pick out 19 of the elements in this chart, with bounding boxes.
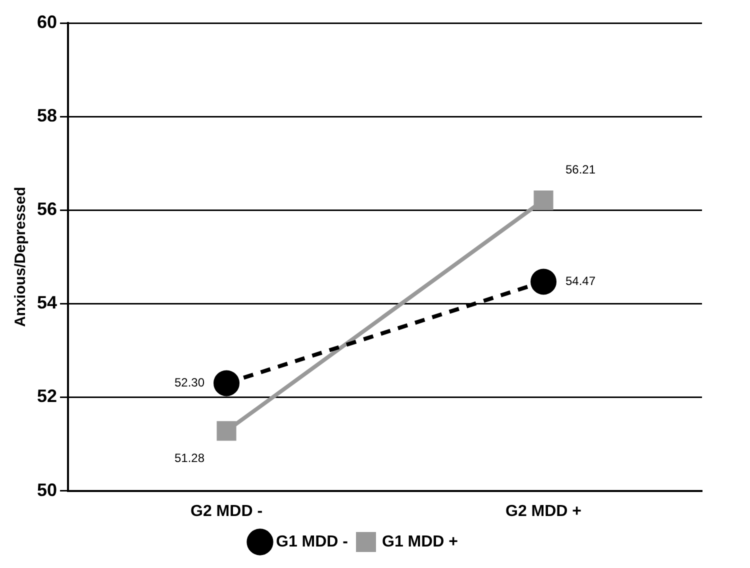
y-tick-label: 54	[36, 292, 58, 313]
point	[214, 370, 240, 396]
legend-label: G1 MDD -	[276, 533, 348, 550]
y-tick-label: 60	[36, 12, 58, 32]
y-tick-label: 56	[36, 199, 58, 220]
data-label: 56.21	[566, 162, 596, 177]
data-label: 51.28	[174, 451, 205, 466]
point	[534, 190, 554, 210]
y-tick-label: 50	[36, 480, 58, 500]
x-tick-label: G2 MDD -	[190, 502, 263, 520]
point	[216, 421, 236, 441]
y-tick-label: 52	[36, 386, 58, 406]
y-axis-title: Anxious/Depressed	[12, 186, 30, 327]
data-label: 52.30	[174, 376, 205, 390]
point	[530, 268, 557, 295]
data-label: 54.47	[566, 274, 596, 288]
x-tick-label: G2 MDD +	[506, 502, 582, 520]
y-tick-label: 58	[36, 106, 58, 126]
legend-label: G1 MDD +	[382, 533, 458, 550]
